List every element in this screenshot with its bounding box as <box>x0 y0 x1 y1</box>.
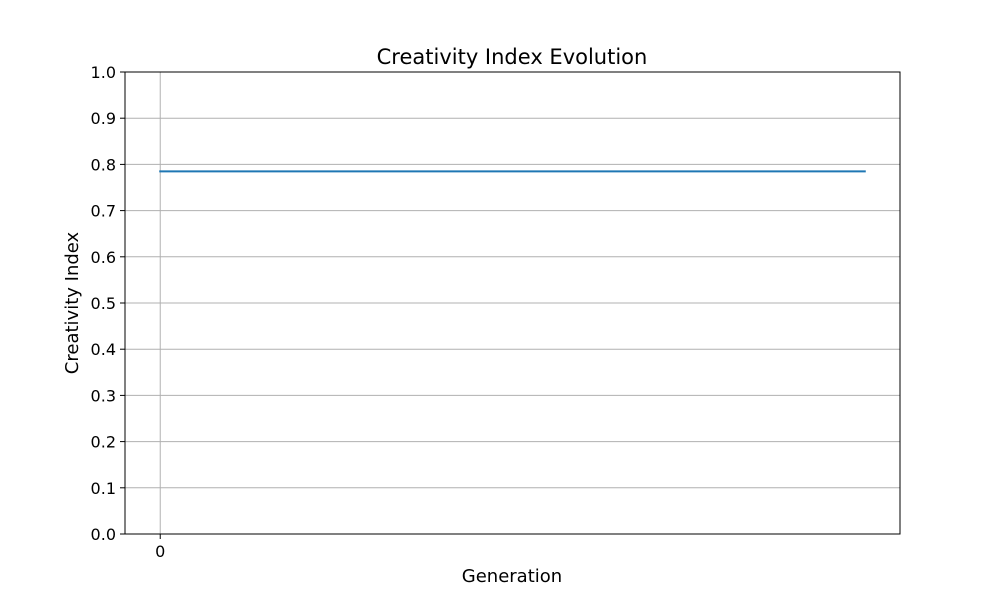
y-tick-label-0: 0.0 <box>91 525 116 544</box>
ticks-layer: 0.0 0.1 0.2 0.3 0.4 0.5 0.6 0.7 0.8 0.9 1.0 0 <box>91 63 166 561</box>
chart-title: Creativity Index Evolution <box>377 45 648 69</box>
y-tick-label-3: 0.3 <box>91 386 116 405</box>
y-tick-label-5: 0.5 <box>91 294 116 313</box>
y-tick-label-6: 0.6 <box>91 248 116 267</box>
y-tick-label-2: 0.2 <box>91 433 116 452</box>
x-axis-label: Generation <box>462 566 562 587</box>
y-tick-label-1: 0.1 <box>91 479 116 498</box>
y-axis-label: Creativity Index <box>62 231 83 374</box>
y-tick-label-4: 0.4 <box>91 340 116 359</box>
y-tick-label-8: 0.8 <box>91 155 116 174</box>
y-tick-label-7: 0.7 <box>91 202 116 221</box>
y-tick-label-9: 0.9 <box>91 109 116 128</box>
y-tick-label-10: 1.0 <box>91 63 116 82</box>
x-tick-label-0: 0 <box>155 542 165 561</box>
